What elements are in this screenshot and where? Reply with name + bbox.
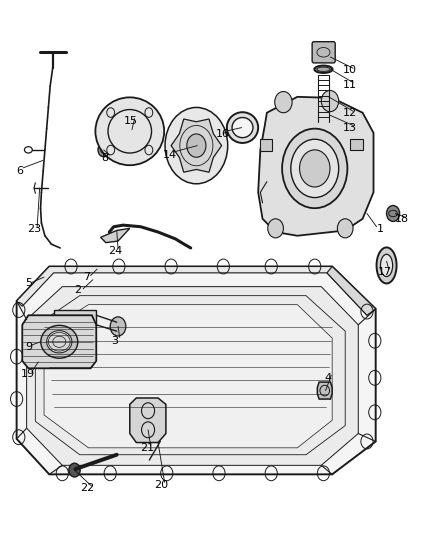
Text: 10: 10 <box>343 66 357 75</box>
Polygon shape <box>171 119 222 172</box>
Polygon shape <box>317 113 330 120</box>
Circle shape <box>321 91 339 112</box>
Text: 13: 13 <box>343 123 357 133</box>
Text: 1: 1 <box>377 224 384 235</box>
Text: 15: 15 <box>124 116 138 126</box>
Polygon shape <box>258 97 374 236</box>
Text: 18: 18 <box>395 214 409 224</box>
Circle shape <box>337 219 353 238</box>
Text: 12: 12 <box>343 108 357 118</box>
Text: 20: 20 <box>155 480 169 490</box>
Text: 21: 21 <box>140 443 154 453</box>
Text: 3: 3 <box>111 336 118 346</box>
Text: 16: 16 <box>215 129 230 139</box>
Text: 24: 24 <box>108 246 123 256</box>
Text: 7: 7 <box>83 272 90 282</box>
Circle shape <box>275 92 292 113</box>
Polygon shape <box>22 316 96 368</box>
Text: 14: 14 <box>163 150 177 160</box>
Circle shape <box>282 128 347 208</box>
Text: 4: 4 <box>324 373 332 383</box>
Polygon shape <box>27 287 358 465</box>
Text: 5: 5 <box>25 278 32 288</box>
Circle shape <box>268 219 283 238</box>
Polygon shape <box>44 305 332 448</box>
Text: 11: 11 <box>343 79 357 90</box>
Circle shape <box>69 463 80 477</box>
Polygon shape <box>327 266 376 316</box>
Polygon shape <box>130 398 166 442</box>
Ellipse shape <box>317 67 330 71</box>
Circle shape <box>101 146 107 154</box>
Circle shape <box>187 134 206 157</box>
Polygon shape <box>350 139 364 150</box>
FancyBboxPatch shape <box>312 42 335 63</box>
Text: 22: 22 <box>81 483 95 493</box>
Circle shape <box>300 150 330 187</box>
Ellipse shape <box>381 254 392 277</box>
Ellipse shape <box>377 247 396 284</box>
Circle shape <box>165 108 228 184</box>
Text: 19: 19 <box>21 369 35 378</box>
Polygon shape <box>260 139 272 151</box>
Text: 23: 23 <box>27 224 41 235</box>
Polygon shape <box>17 266 376 474</box>
Polygon shape <box>17 266 376 316</box>
Text: 9: 9 <box>25 342 32 352</box>
Ellipse shape <box>232 117 253 138</box>
Ellipse shape <box>95 98 164 165</box>
Circle shape <box>387 206 399 221</box>
Circle shape <box>291 139 339 198</box>
Polygon shape <box>101 228 130 243</box>
Ellipse shape <box>47 330 72 353</box>
Ellipse shape <box>314 66 332 73</box>
Text: 17: 17 <box>378 267 392 277</box>
Polygon shape <box>318 382 332 399</box>
Text: 6: 6 <box>16 166 23 176</box>
Ellipse shape <box>41 325 78 358</box>
Circle shape <box>98 143 110 157</box>
Circle shape <box>110 317 126 336</box>
Polygon shape <box>53 310 96 325</box>
Text: 8: 8 <box>102 153 109 163</box>
Ellipse shape <box>227 112 258 143</box>
Text: 2: 2 <box>74 285 81 295</box>
